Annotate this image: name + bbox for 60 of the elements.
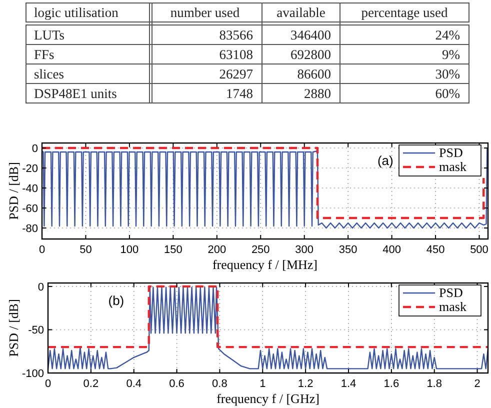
legend-label: mask (439, 299, 467, 314)
x-tick-label: 0.6 (169, 378, 184, 390)
y-axis-title: PSD / [dB] (6, 299, 21, 357)
x-tick-label: 300 (295, 244, 314, 256)
x-tick-label: 1.4 (340, 378, 356, 390)
x-tick-label: 350 (338, 244, 358, 256)
annotation: (b) (108, 293, 124, 308)
x-tick-label: 150 (164, 244, 182, 256)
text: 2880 (304, 86, 332, 101)
text: 83566 (219, 28, 254, 42)
y-axis-title: PSD / [dB] (6, 162, 21, 220)
x-tick-label: 450 (426, 244, 445, 256)
y-tick-label: -60 (22, 203, 38, 215)
x-axis-title: frequency f / [MHz] (212, 257, 318, 272)
text: 24% (435, 28, 460, 42)
x-tick-label: 400 (382, 244, 401, 256)
text: DSP48E1 units (34, 86, 117, 101)
y-tick-label: -100 (22, 368, 44, 380)
text: 60% (435, 86, 460, 101)
x-tick-label: 0 (44, 378, 52, 390)
text: 346400 (290, 28, 332, 42)
x-tick-label: 0.4 (126, 378, 142, 390)
category-label: available (276, 5, 326, 20)
category-label: number used (170, 5, 240, 20)
annotation: (a) (377, 153, 394, 168)
x-tick-label: 250 (251, 244, 270, 256)
y-tick-label: -50 (28, 324, 44, 337)
y-tick-label: -40 (22, 183, 38, 195)
text: 30% (435, 66, 460, 82)
text: FFs (34, 47, 54, 62)
y-tick-label: -80 (22, 223, 38, 235)
line-series (48, 286, 488, 370)
x-tick-label: 200 (208, 244, 226, 256)
y-tick-label: -20 (22, 163, 38, 175)
x-axis-title: frequency f / [GHz] (216, 391, 320, 406)
text: LUTs (34, 28, 65, 42)
x-tick-label: 1.2 (298, 378, 314, 390)
x-tick-label: 0.8 (212, 378, 228, 390)
series-label: PSD (439, 145, 463, 160)
x-tick-label: 1 (260, 378, 266, 390)
y-tick-label: 0 (32, 143, 38, 155)
x-tick-label: 500 (470, 244, 488, 256)
x-tick-label: 50 (80, 244, 92, 256)
text: slices (34, 66, 64, 82)
legend-label: PSD (439, 285, 463, 300)
category-label: logic utilisation (34, 5, 119, 20)
x-tick-label: 1.6 (384, 378, 400, 390)
y-tick-label: 0 (38, 281, 44, 294)
text: 1748 (226, 86, 254, 101)
x-tick-label: 2 (474, 378, 480, 390)
text: 63108 (219, 47, 254, 62)
category-label: percentage used (361, 5, 448, 20)
x-tick-label: 1.8 (426, 378, 442, 390)
legend-label: mask (439, 159, 467, 174)
text: 86600 (297, 66, 332, 82)
x-tick-label: 100 (120, 244, 139, 256)
text: 692800 (290, 47, 332, 62)
text: 26297 (219, 66, 254, 82)
x-tick-label: 0.2 (83, 378, 99, 390)
text: 9% (442, 47, 460, 62)
